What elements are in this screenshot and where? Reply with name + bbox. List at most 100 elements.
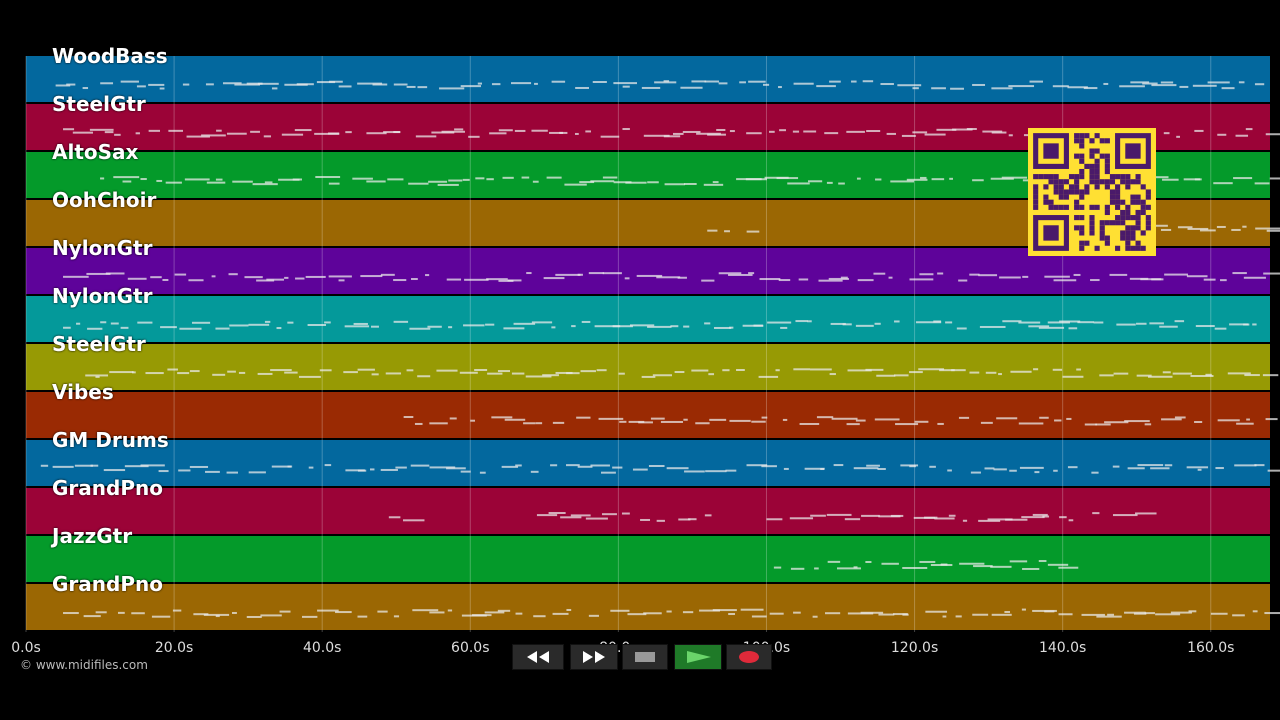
note (206, 181, 226, 184)
qr-module (1145, 220, 1151, 226)
note (284, 276, 289, 279)
note (1217, 133, 1227, 136)
note (1044, 275, 1070, 278)
note (590, 464, 610, 467)
note (406, 85, 416, 88)
note (1164, 273, 1189, 276)
note (250, 130, 260, 133)
qr-module (1094, 168, 1100, 175)
rewind-button[interactable] (512, 644, 564, 670)
note (371, 373, 379, 376)
note (338, 85, 352, 88)
note (826, 513, 852, 516)
note (1177, 226, 1193, 229)
note (1186, 275, 1208, 278)
note (1227, 372, 1251, 375)
note (1059, 320, 1081, 323)
note (535, 422, 543, 425)
stop-button[interactable] (622, 644, 668, 670)
note (403, 416, 414, 419)
note (590, 180, 615, 183)
note (319, 369, 332, 372)
qr-module (1120, 235, 1126, 241)
note (728, 273, 753, 276)
note (1135, 512, 1157, 515)
note (1028, 325, 1050, 328)
note (298, 375, 321, 378)
note (652, 374, 672, 377)
qr-module (1135, 179, 1141, 185)
note (895, 423, 919, 426)
note (294, 129, 312, 132)
note (704, 80, 720, 83)
note (1018, 422, 1044, 425)
note (688, 518, 697, 521)
note (1162, 178, 1179, 181)
note (1160, 228, 1172, 231)
note (860, 611, 884, 614)
note (736, 368, 745, 371)
note (831, 417, 858, 420)
note (787, 182, 810, 185)
note (712, 609, 737, 612)
note (947, 469, 952, 472)
time-tick-label: 120.0s (890, 640, 939, 656)
note (683, 325, 690, 328)
note (861, 514, 880, 517)
qr-module (1079, 189, 1085, 195)
fast-forward-icon (583, 651, 605, 663)
note (498, 279, 514, 282)
note (1265, 133, 1280, 136)
note (353, 322, 368, 325)
note (1183, 178, 1201, 181)
qr-module (1104, 153, 1110, 159)
note (305, 275, 326, 278)
qr-module (1033, 204, 1039, 210)
note (739, 81, 746, 84)
qr-module (1099, 138, 1105, 144)
note (703, 183, 724, 186)
qr-module (1145, 189, 1151, 195)
note (894, 320, 900, 323)
note (1052, 85, 1069, 88)
note (497, 609, 511, 612)
play-button[interactable] (674, 644, 722, 670)
note (666, 467, 689, 470)
note (246, 615, 262, 618)
note (403, 519, 425, 522)
note (1267, 469, 1280, 472)
qr-module (1115, 204, 1121, 210)
note (707, 229, 718, 232)
record-button[interactable] (726, 644, 772, 670)
qr-module (1094, 148, 1100, 154)
note (909, 371, 923, 374)
qr-module (1063, 194, 1069, 200)
qr-finder-core (1125, 143, 1141, 159)
note (343, 371, 358, 374)
qr-module (1079, 215, 1085, 221)
qr-module (1033, 174, 1039, 180)
note (847, 612, 874, 615)
note (66, 83, 76, 86)
note (546, 176, 562, 179)
fast-forward-button[interactable] (570, 644, 618, 670)
note (1009, 469, 1017, 472)
note (1252, 323, 1257, 326)
note (1252, 610, 1258, 613)
note (287, 321, 294, 324)
note (135, 132, 140, 135)
note (1002, 320, 1022, 323)
qr-module (1079, 204, 1085, 210)
note (1263, 272, 1280, 275)
note (178, 469, 191, 472)
note (816, 85, 836, 88)
note (918, 368, 945, 371)
track-lane (26, 584, 1270, 630)
note (1221, 87, 1235, 90)
note (728, 613, 736, 616)
qr-module (1115, 194, 1121, 200)
note (874, 418, 900, 421)
qr-module (1109, 220, 1116, 226)
note (357, 82, 383, 85)
note (63, 326, 71, 329)
